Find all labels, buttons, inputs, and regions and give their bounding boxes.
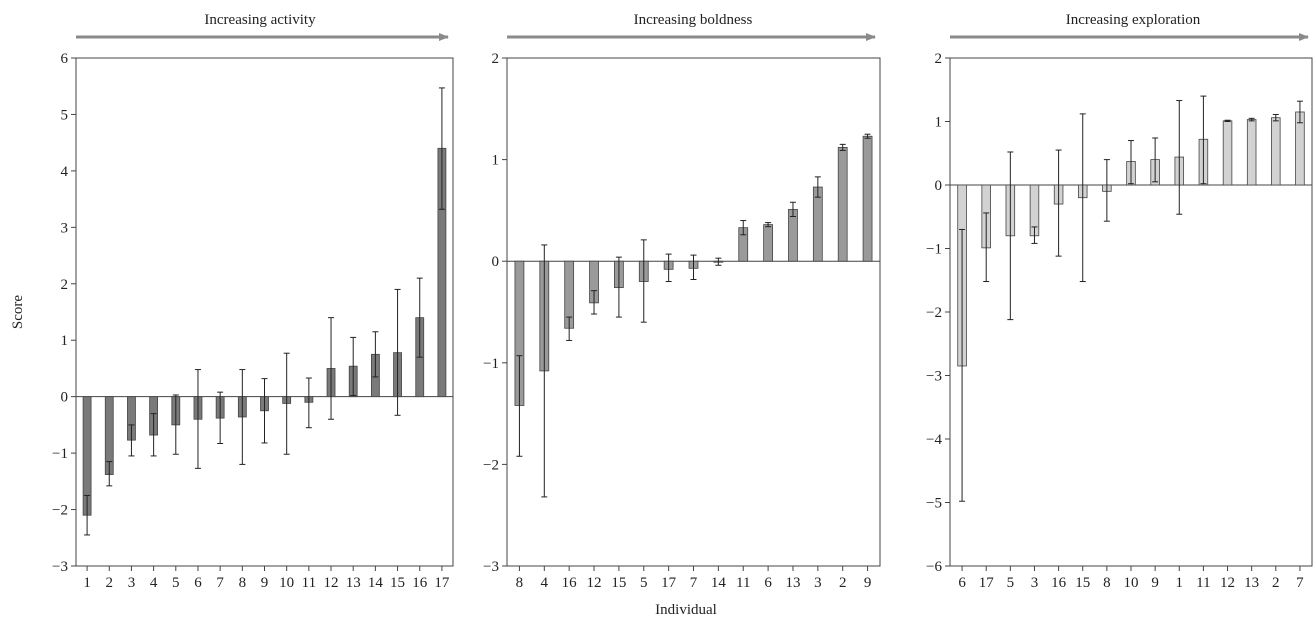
x-tick-label: 2 (839, 575, 847, 591)
bar (763, 224, 773, 262)
x-tick-label: 13 (785, 575, 800, 591)
x-tick-label: 8 (516, 575, 524, 591)
y-tick-label: −3 (483, 559, 499, 575)
y-tick-label: 2 (492, 51, 500, 67)
x-tick-label: 8 (1103, 575, 1111, 591)
bar (788, 208, 798, 262)
x-axis-title: Individual (655, 602, 717, 618)
x-tick-label: 17 (661, 575, 677, 591)
y-tick-label: −1 (52, 446, 68, 462)
x-tick-label: 17 (979, 575, 995, 591)
x-tick-label: 10 (1124, 575, 1139, 591)
x-tick-label: 4 (541, 575, 549, 591)
y-tick-label: 0 (492, 254, 500, 270)
x-tick-label: 13 (1244, 575, 1259, 591)
x-tick-label: 15 (390, 575, 405, 591)
x-tick-label: 15 (611, 575, 626, 591)
bar (837, 147, 848, 262)
y-tick-label: 2 (61, 277, 69, 293)
bar (1222, 120, 1233, 186)
y-tick-label: 0 (935, 178, 943, 194)
x-tick-label: 8 (239, 575, 247, 591)
panel-title: Increasing activity (204, 12, 316, 28)
x-tick-label: 16 (412, 575, 428, 591)
x-tick-label: 5 (1007, 575, 1015, 591)
x-tick-label: 4 (150, 575, 158, 591)
x-tick-label: 2 (1272, 575, 1280, 591)
panel-title: Increasing exploration (1066, 12, 1201, 28)
x-tick-label: 17 (434, 575, 450, 591)
y-tick-label: 5 (61, 107, 69, 123)
bar (862, 135, 873, 262)
x-tick-label: 9 (261, 575, 269, 591)
plot-frame (949, 57, 1313, 567)
y-tick-label: 3 (61, 220, 69, 236)
y-tick-label: −2 (926, 305, 942, 321)
x-tick-label: 12 (1220, 575, 1235, 591)
bar (1271, 117, 1281, 186)
x-tick-label: 11 (302, 575, 316, 591)
y-tick-label: 0 (61, 390, 69, 406)
x-tick-label: 11 (1196, 575, 1210, 591)
y-axis-title: Score (10, 295, 26, 329)
x-tick-label: 10 (279, 575, 294, 591)
x-tick-label: 3 (1031, 575, 1039, 591)
y-tick-label: −2 (483, 457, 499, 473)
x-tick-label: 3 (814, 575, 822, 591)
x-tick-label: 3 (128, 575, 136, 591)
x-tick-label: 6 (764, 575, 772, 591)
x-tick-label: 2 (106, 575, 114, 591)
y-tick-label: 4 (61, 164, 69, 180)
y-tick-label: −1 (926, 242, 942, 258)
x-tick-label: 11 (736, 575, 750, 591)
x-tick-label: 7 (216, 575, 224, 591)
x-tick-label: 9 (1151, 575, 1159, 591)
x-tick-label: 5 (172, 575, 180, 591)
x-tick-label: 16 (1051, 575, 1067, 591)
y-tick-label: 2 (935, 51, 943, 67)
x-tick-label: 7 (1296, 575, 1304, 591)
plot-frame (75, 57, 454, 567)
y-tick-label: −4 (926, 432, 942, 448)
y-tick-label: −6 (926, 559, 942, 575)
x-tick-label: 1 (83, 575, 91, 591)
x-tick-label: 13 (346, 575, 361, 591)
bar (1246, 119, 1257, 186)
x-tick-label: 6 (958, 575, 966, 591)
x-tick-label: 12 (587, 575, 602, 591)
x-tick-label: 15 (1075, 575, 1090, 591)
y-tick-label: 1 (492, 153, 500, 169)
x-tick-label: 14 (368, 575, 384, 591)
y-tick-label: −3 (926, 369, 942, 385)
y-tick-label: −5 (926, 496, 942, 512)
x-tick-label: 5 (640, 575, 648, 591)
x-tick-label: 6 (194, 575, 202, 591)
panel-title: Increasing boldness (634, 12, 753, 28)
plot-frame (506, 57, 881, 567)
y-tick-label: −2 (52, 503, 68, 519)
x-tick-label: 12 (324, 575, 339, 591)
x-tick-label: 1 (1176, 575, 1184, 591)
y-tick-label: −3 (52, 559, 68, 575)
x-tick-label: 14 (711, 575, 727, 591)
y-tick-label: 6 (61, 51, 69, 67)
x-tick-label: 7 (690, 575, 698, 591)
y-tick-label: −1 (483, 356, 499, 372)
bar (812, 186, 823, 262)
y-tick-label: 1 (61, 333, 69, 349)
x-tick-label: 9 (864, 575, 872, 591)
y-tick-label: 1 (935, 115, 943, 131)
x-tick-label: 16 (562, 575, 578, 591)
